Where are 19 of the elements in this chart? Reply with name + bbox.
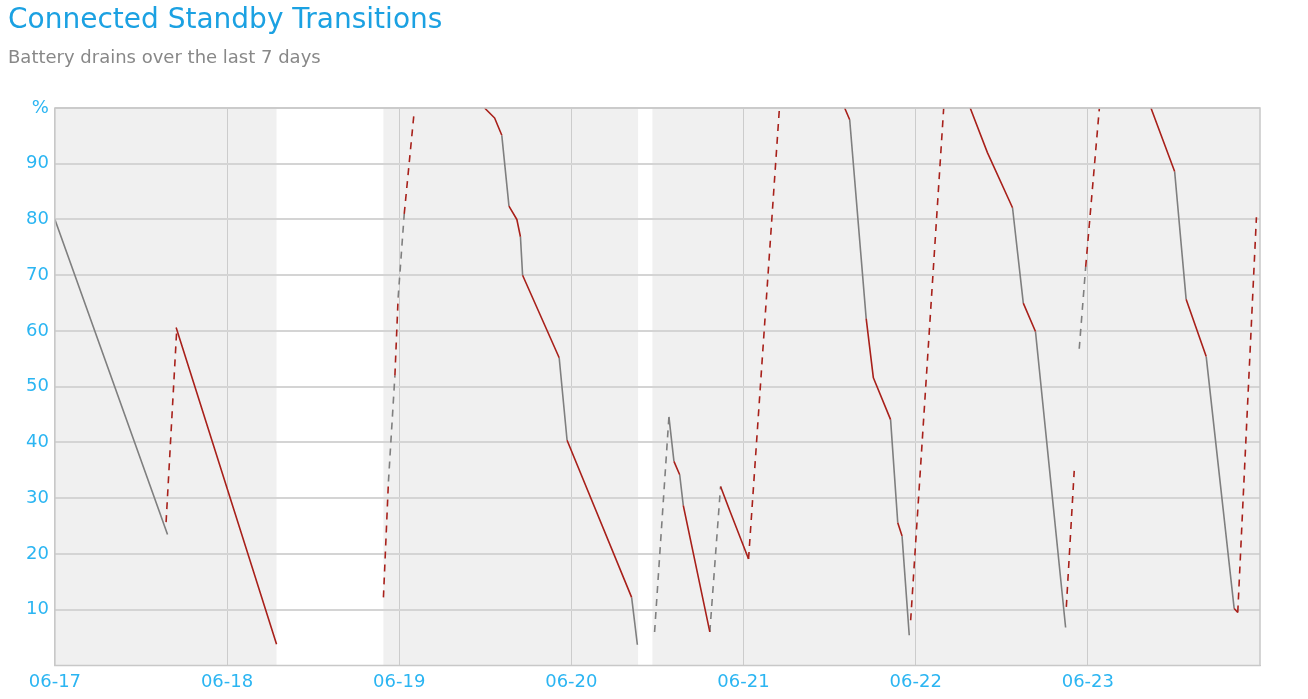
x-tick-label: 06-18 (200, 669, 254, 691)
chart-title: Connected Standby Transitions (8, 2, 443, 35)
y-tick-label: 80 (26, 207, 49, 229)
x-tick-label: 06-17 (28, 669, 82, 691)
y-tick-label: 10 (26, 597, 49, 619)
x-tick-label: 06-19 (373, 669, 426, 691)
y-tick-label: 60 (26, 318, 49, 340)
x-tick-label: 06-21 (717, 669, 770, 691)
y-tick-label: 40 (26, 430, 49, 452)
y-tick-label: 50 (26, 374, 49, 396)
x-tick-label: 06-20 (545, 669, 598, 691)
y-tick-label: 90 (26, 151, 49, 173)
y-tick-label: 20 (26, 541, 49, 563)
y-tick-label: 70 (26, 262, 49, 284)
y-tick-label: 30 (26, 485, 49, 507)
chart-subtitle: Battery drains over the last 7 days (8, 46, 321, 67)
x-tick-label: 06-22 (889, 669, 942, 691)
x-tick-label: 06-23 (1061, 669, 1114, 691)
y-tick-label: % (31, 95, 49, 117)
